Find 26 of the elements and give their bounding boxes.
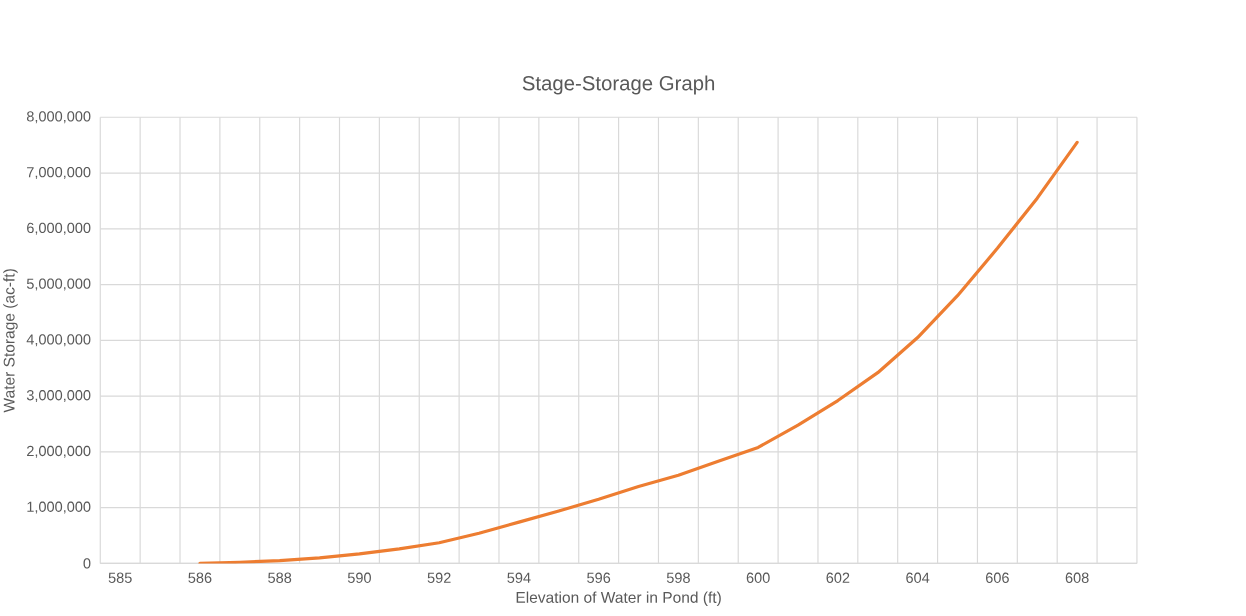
x-tick-label: 592 — [427, 572, 451, 584]
x-tick-label: 588 — [268, 572, 292, 584]
x-tick-label: 600 — [746, 572, 770, 584]
x-tick-label: 590 — [347, 572, 371, 584]
y-tick-label: 3,000,000 — [26, 390, 91, 403]
y-tick-label: 4,000,000 — [26, 334, 91, 347]
y-tick-label: 5,000,000 — [26, 278, 91, 291]
y-tick-label: 2,000,000 — [27, 445, 91, 458]
x-tick-label: 585 — [108, 572, 132, 584]
line-series — [198, 140, 1079, 564]
x-tick-label: 596 — [587, 572, 611, 584]
y-tick-label: 1,000,000 — [27, 501, 91, 514]
y-tick-label: 7,000,000 — [27, 167, 91, 180]
y-tick-label: 8,000,000 — [26, 111, 91, 124]
y-tick-label: 6,000,000 — [27, 222, 91, 235]
x-tick-label: 608 — [1065, 572, 1089, 584]
x-tick-label: 604 — [906, 572, 930, 584]
x-tick-label: 598 — [666, 572, 690, 584]
x-axis-title: Elevation of Water in Pond (ft) — [516, 591, 721, 607]
chart-title: Stage-Storage Graph — [522, 75, 715, 95]
x-tick-label: 606 — [985, 572, 1009, 584]
y-axis-title: Water Storage (ac-ft) — [3, 269, 18, 413]
x-tick-label: 586 — [188, 572, 212, 584]
x-tick-label: 602 — [826, 572, 850, 584]
x-tick-label: 594 — [507, 572, 531, 584]
y-tick-label: 0 — [83, 558, 91, 569]
